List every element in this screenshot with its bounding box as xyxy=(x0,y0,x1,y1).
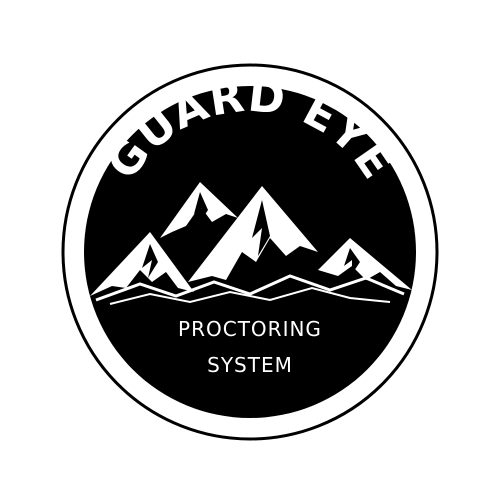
tagline-line2: SYSTEM xyxy=(207,353,293,377)
tagline-line1: PROCTORING xyxy=(178,317,322,341)
